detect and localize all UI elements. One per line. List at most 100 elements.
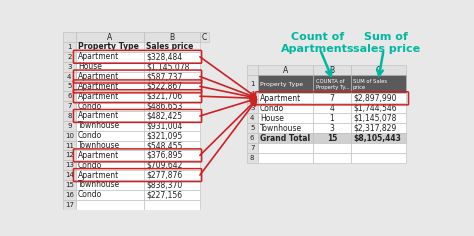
- Bar: [247, 153, 258, 163]
- Text: $931,004: $931,004: [146, 121, 182, 130]
- Bar: [63, 52, 75, 62]
- Bar: [247, 93, 258, 103]
- Text: $548,455: $548,455: [146, 141, 182, 150]
- Text: Property Type: Property Type: [260, 82, 303, 87]
- Bar: [258, 113, 313, 123]
- Bar: [75, 91, 144, 101]
- Bar: [144, 91, 200, 101]
- Text: 10: 10: [65, 133, 74, 139]
- Bar: [258, 143, 313, 153]
- Bar: [247, 75, 258, 93]
- Text: 5: 5: [250, 125, 255, 131]
- Bar: [75, 42, 144, 52]
- Bar: [75, 62, 144, 72]
- Bar: [63, 42, 75, 52]
- Text: 1: 1: [250, 81, 255, 87]
- Bar: [313, 65, 351, 75]
- Text: Apartment: Apartment: [78, 72, 119, 81]
- Text: C: C: [201, 33, 207, 42]
- Text: 11: 11: [65, 143, 74, 148]
- Text: SUM of Sales
price: SUM of Sales price: [353, 79, 387, 90]
- Text: 2: 2: [67, 54, 72, 60]
- Bar: [63, 81, 75, 91]
- Text: Property Type: Property Type: [78, 42, 139, 51]
- Bar: [247, 65, 258, 75]
- Text: $1,145,078: $1,145,078: [146, 62, 190, 71]
- Bar: [313, 103, 351, 113]
- Bar: [313, 113, 351, 123]
- Bar: [351, 113, 406, 123]
- Text: House: House: [78, 62, 102, 71]
- Text: House: House: [260, 114, 284, 123]
- Bar: [247, 103, 258, 113]
- Bar: [351, 133, 406, 143]
- Bar: [247, 123, 258, 133]
- Bar: [63, 91, 75, 101]
- Text: Apartment: Apartment: [260, 94, 301, 103]
- Text: 16: 16: [65, 192, 74, 198]
- Text: $587,737: $587,737: [146, 72, 182, 81]
- Bar: [63, 72, 75, 81]
- Text: $709,642: $709,642: [146, 161, 182, 170]
- Text: 12: 12: [65, 152, 74, 158]
- Text: 4: 4: [67, 74, 72, 80]
- Bar: [63, 111, 75, 121]
- Text: $1,145,078: $1,145,078: [353, 114, 396, 123]
- Bar: [75, 52, 144, 62]
- Text: $2,897,990: $2,897,990: [353, 94, 396, 103]
- Bar: [75, 190, 144, 200]
- Bar: [63, 131, 75, 141]
- Text: Count of
Apartments: Count of Apartments: [282, 32, 355, 54]
- Text: Condo: Condo: [78, 101, 102, 111]
- Bar: [258, 133, 313, 143]
- Bar: [258, 65, 313, 75]
- Text: $522,867: $522,867: [146, 82, 182, 91]
- Bar: [75, 131, 144, 141]
- Text: Condo: Condo: [78, 161, 102, 170]
- Bar: [63, 32, 75, 42]
- Bar: [63, 190, 75, 200]
- Bar: [313, 143, 351, 153]
- Bar: [75, 180, 144, 190]
- Bar: [75, 170, 144, 180]
- Bar: [144, 81, 200, 91]
- Text: $8,105,443: $8,105,443: [353, 134, 401, 143]
- Bar: [75, 32, 144, 42]
- Bar: [258, 103, 313, 113]
- Text: 7: 7: [329, 94, 335, 103]
- Text: Sales price: Sales price: [146, 42, 193, 51]
- Bar: [313, 75, 351, 93]
- Text: $2,317,829: $2,317,829: [353, 124, 396, 133]
- Text: Condo: Condo: [260, 104, 284, 113]
- Bar: [144, 42, 200, 52]
- Text: 8: 8: [250, 155, 255, 161]
- Bar: [144, 72, 200, 81]
- Bar: [63, 200, 75, 210]
- Bar: [144, 131, 200, 141]
- Text: 13: 13: [65, 162, 74, 168]
- Text: 15: 15: [65, 182, 74, 188]
- Text: Grand Total: Grand Total: [260, 134, 310, 143]
- Bar: [63, 180, 75, 190]
- Bar: [75, 200, 144, 210]
- Text: Townhouse: Townhouse: [78, 141, 120, 150]
- Text: 6: 6: [67, 93, 72, 99]
- Bar: [63, 62, 75, 72]
- Text: $321,706: $321,706: [146, 92, 182, 101]
- Bar: [351, 93, 406, 103]
- Text: $321,095: $321,095: [146, 131, 182, 140]
- Text: $227,156: $227,156: [146, 190, 182, 199]
- Text: $838,370: $838,370: [146, 181, 182, 190]
- Bar: [63, 170, 75, 180]
- Bar: [144, 32, 200, 42]
- Bar: [258, 123, 313, 133]
- Text: $376,895: $376,895: [146, 151, 182, 160]
- Text: 7: 7: [250, 145, 255, 151]
- Bar: [258, 93, 313, 103]
- Text: 3: 3: [250, 105, 255, 111]
- Text: Sum of
sales price: Sum of sales price: [353, 32, 420, 54]
- Bar: [351, 75, 406, 93]
- Bar: [258, 75, 313, 93]
- Bar: [75, 141, 144, 150]
- Bar: [144, 180, 200, 190]
